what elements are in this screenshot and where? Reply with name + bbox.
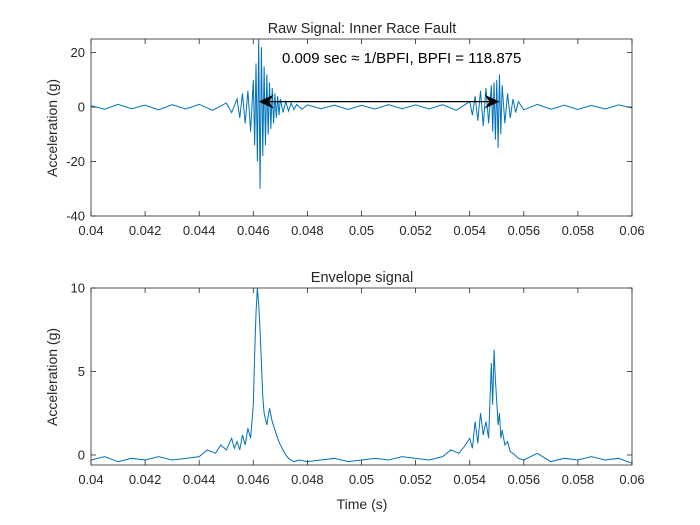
- x-tick-label: 0.048: [291, 223, 324, 238]
- arrow-head-right-icon: [484, 94, 500, 109]
- x-tick-label: 0.056: [508, 223, 541, 238]
- x-tick-label: 0.052: [399, 472, 432, 487]
- x-tick-label: 0.054: [453, 472, 486, 487]
- arrow-head-left-icon: [258, 94, 274, 109]
- y-tick-label: 20: [71, 45, 85, 60]
- envelope-x-ticks: 0.04 0.042 0.044 0.046 0.048 0.05 0.052 0.054 0.…: [78, 288, 645, 487]
- envelope-x-label: Time (s): [337, 496, 388, 512]
- x-tick-label: 0.044: [183, 472, 216, 487]
- envelope-title: Envelope signal: [311, 270, 413, 286]
- x-tick-label: 0.042: [129, 223, 162, 238]
- raw-signal-y-label: Acceleration (g): [44, 79, 60, 177]
- envelope-signal-axes: 0.04 0.042 0.044 0.046 0.048 0.05 0.052 0.054 0.…: [44, 270, 645, 512]
- envelope-plot-area: [91, 288, 632, 465]
- raw-signal-title: Raw Signal: Inner Race Fault: [268, 21, 457, 37]
- x-tick-label: 0.042: [129, 472, 162, 487]
- raw-signal-y-ticks: 20 0 -20 -40: [66, 45, 632, 224]
- x-tick-label: 0.04: [78, 223, 103, 238]
- raw-signal-plot-area: [91, 39, 632, 216]
- envelope-y-ticks: 10 5 0: [71, 281, 632, 462]
- x-tick-label: 0.06: [619, 223, 644, 238]
- x-tick-label: 0.044: [183, 223, 216, 238]
- y-tick-label: 0: [78, 100, 85, 115]
- x-tick-label: 0.05: [349, 223, 374, 238]
- envelope-y-label: Acceleration (g): [44, 328, 60, 426]
- x-tick-label: 0.052: [399, 223, 432, 238]
- x-tick-label: 0.04: [78, 472, 103, 487]
- x-tick-label: 0.058: [562, 223, 595, 238]
- x-tick-label: 0.05: [349, 472, 374, 487]
- x-tick-label: 0.048: [291, 472, 324, 487]
- y-tick-label: -40: [66, 209, 85, 224]
- raw-signal-axes: 0.009 sec ≈ 1/BPFI, BPFI = 118.875 0.04 0…: [44, 21, 645, 238]
- raw-signal-line: [91, 39, 632, 189]
- x-tick-label: 0.058: [562, 472, 595, 487]
- y-tick-label: 10: [71, 281, 85, 296]
- y-tick-label: -20: [66, 154, 85, 169]
- raw-signal-x-ticks: 0.04 0.042 0.044 0.046 0.048 0.05 0.052 0.054 0.…: [78, 39, 645, 238]
- y-tick-label: 5: [78, 364, 85, 379]
- x-tick-label: 0.06: [619, 472, 644, 487]
- x-tick-label: 0.054: [453, 223, 486, 238]
- envelope-signal-line: [91, 288, 632, 464]
- bpfi-annotation: 0.009 sec ≈ 1/BPFI, BPFI = 118.875: [282, 50, 521, 67]
- x-tick-label: 0.046: [237, 223, 270, 238]
- x-tick-label: 0.056: [508, 472, 541, 487]
- x-tick-label: 0.046: [237, 472, 270, 487]
- y-tick-label: 0: [78, 447, 85, 462]
